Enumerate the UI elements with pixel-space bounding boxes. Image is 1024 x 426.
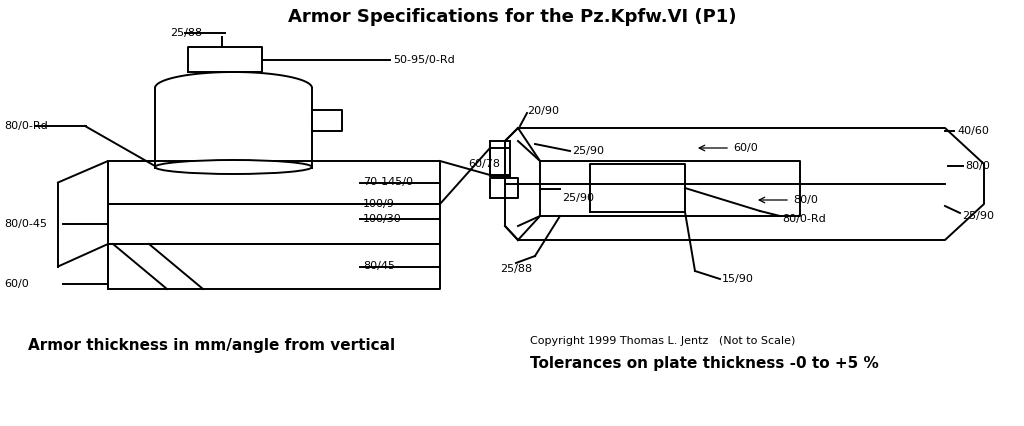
Text: 25/90: 25/90 [962,211,994,221]
Text: Armor Specifications for the Pz.Kpfw.VI (P1): Armor Specifications for the Pz.Kpfw.VI … [288,8,736,26]
Text: 80/0: 80/0 [793,195,818,205]
Text: Copyright 1999 Thomas L. Jentz   (Not to Scale): Copyright 1999 Thomas L. Jentz (Not to S… [530,336,796,346]
Text: 15/90: 15/90 [722,274,754,284]
Text: 25/90: 25/90 [572,146,604,156]
Text: Armor thickness in mm/angle from vertical: Armor thickness in mm/angle from vertica… [28,338,395,353]
Text: 70-145/0: 70-145/0 [362,178,413,187]
Text: 60/0: 60/0 [4,279,29,289]
Text: 80/0-Rd: 80/0-Rd [782,214,825,224]
Text: 50-95/0-Rd: 50-95/0-Rd [393,55,455,64]
Text: 40/60: 40/60 [957,126,989,136]
Text: 100/30: 100/30 [362,214,401,224]
Text: 20/90: 20/90 [527,106,559,116]
Text: Tolerances on plate thickness -0 to +5 %: Tolerances on plate thickness -0 to +5 % [530,356,879,371]
Text: 80/0-Rd: 80/0-Rd [4,121,48,131]
Text: 25/88: 25/88 [170,28,202,38]
Text: 100/9: 100/9 [362,199,395,209]
Ellipse shape [155,160,312,174]
Text: 60/78: 60/78 [468,159,500,169]
Text: 25/88: 25/88 [500,264,532,274]
Text: 60/0: 60/0 [733,143,758,153]
Text: 80/45: 80/45 [362,262,395,271]
Text: 80/0: 80/0 [965,161,990,171]
Text: 25/90: 25/90 [562,193,594,203]
Text: 80/0-45: 80/0-45 [4,219,47,229]
